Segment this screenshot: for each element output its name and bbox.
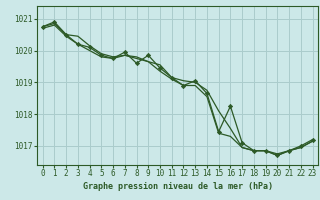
X-axis label: Graphe pression niveau de la mer (hPa): Graphe pression niveau de la mer (hPa) <box>83 182 273 191</box>
